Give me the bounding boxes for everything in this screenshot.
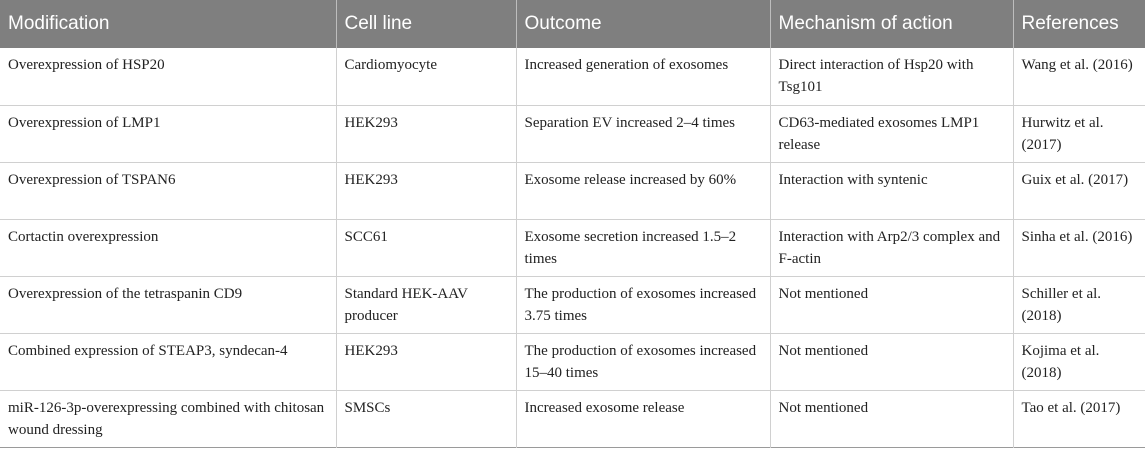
cell-cell-line: SMSCs	[335, 390, 516, 447]
table-row: Overexpression of the tetraspanin CD9 St…	[0, 276, 1145, 333]
cell-outcome: The production of exosomes increased 15–…	[515, 333, 770, 390]
table-row: Overexpression of LMP1 HEK293 Separation…	[0, 105, 1145, 162]
table-row: Overexpression of TSPAN6 HEK293 Exosome …	[0, 162, 1145, 219]
cell-reference: Sinha et al. (2016)	[1012, 219, 1145, 276]
table-header: Modification Cell line Outcome Mechanism…	[0, 0, 1145, 48]
cell-modification: miR-126-3p-overexpressing combined with …	[8, 399, 325, 438]
cell-mechanism: Interaction with syntenic	[769, 162, 1013, 219]
cell-outcome: Separation EV increased 2–4 times	[515, 105, 770, 162]
cell-modification: Overexpression of the tetraspanin CD9	[8, 285, 243, 302]
cell-modification: Overexpression of TSPAN6	[8, 171, 176, 188]
table-body: Overexpression of HSP20 Cardiomyocyte In…	[0, 48, 1145, 447]
cell-reference: Kojima et al. (2018)	[1012, 333, 1145, 390]
cell-outcome: Exosome secretion increased 1.5–2 times	[515, 219, 770, 276]
cell-reference: Guix et al. (2017)	[1012, 162, 1145, 219]
cell-modification: Overexpression of LMP1	[8, 114, 161, 131]
cell-modification: Overexpression of HSP20	[8, 57, 165, 73]
header-mechanism: Mechanism of action	[769, 0, 1013, 48]
header-modification: Modification	[8, 13, 110, 34]
cell-reference: Schiller et al. (2018)	[1012, 276, 1145, 333]
table-row: miR-126-3p-overexpressing combined with …	[0, 390, 1145, 447]
cell-reference: Hurwitz et al. (2017)	[1012, 105, 1145, 162]
cell-mechanism: Interaction with Arp2/3 complex and F-ac…	[769, 219, 1013, 276]
cell-cell-line: HEK293	[335, 333, 516, 390]
cell-mechanism: Not mentioned	[769, 390, 1013, 447]
cell-mechanism: CD63-mediated exosomes LMP1 release	[769, 105, 1013, 162]
cell-cell-line: SCC61	[335, 219, 516, 276]
header-references: References	[1012, 0, 1145, 48]
cell-outcome: Increased generation of exosomes	[515, 48, 770, 105]
cell-cell-line: Standard HEK-AAV producer	[335, 276, 516, 333]
table-row: Overexpression of HSP20 Cardiomyocyte In…	[0, 48, 1145, 105]
cell-reference: Tao et al. (2017)	[1012, 390, 1145, 447]
header-cell-line: Cell line	[335, 0, 516, 48]
cell-outcome: The production of exosomes increased 3.7…	[515, 276, 770, 333]
header-row: Modification Cell line Outcome Mechanism…	[0, 0, 1145, 48]
cell-cell-line: Cardiomyocyte	[335, 48, 516, 105]
cell-mechanism: Not mentioned	[769, 276, 1013, 333]
cell-mechanism: Direct interaction of Hsp20 with Tsg101	[769, 48, 1013, 105]
cell-mechanism: Not mentioned	[769, 333, 1013, 390]
cell-cell-line: HEK293	[335, 105, 516, 162]
table-row: Cortactin overexpression SCC61 Exosome s…	[0, 219, 1145, 276]
cell-outcome: Exosome release increased by 60%	[515, 162, 770, 219]
cell-modification: Cortactin overexpression	[8, 228, 159, 245]
cell-reference: Wang et al. (2016)	[1012, 48, 1145, 105]
cell-outcome: Increased exosome release	[515, 390, 770, 447]
table-row: Combined expression of STEAP3, syndecan-…	[0, 333, 1145, 390]
cell-modification: Combined expression of STEAP3, syndecan-…	[8, 342, 288, 359]
header-outcome: Outcome	[515, 0, 770, 48]
cell-cell-line: HEK293	[335, 162, 516, 219]
